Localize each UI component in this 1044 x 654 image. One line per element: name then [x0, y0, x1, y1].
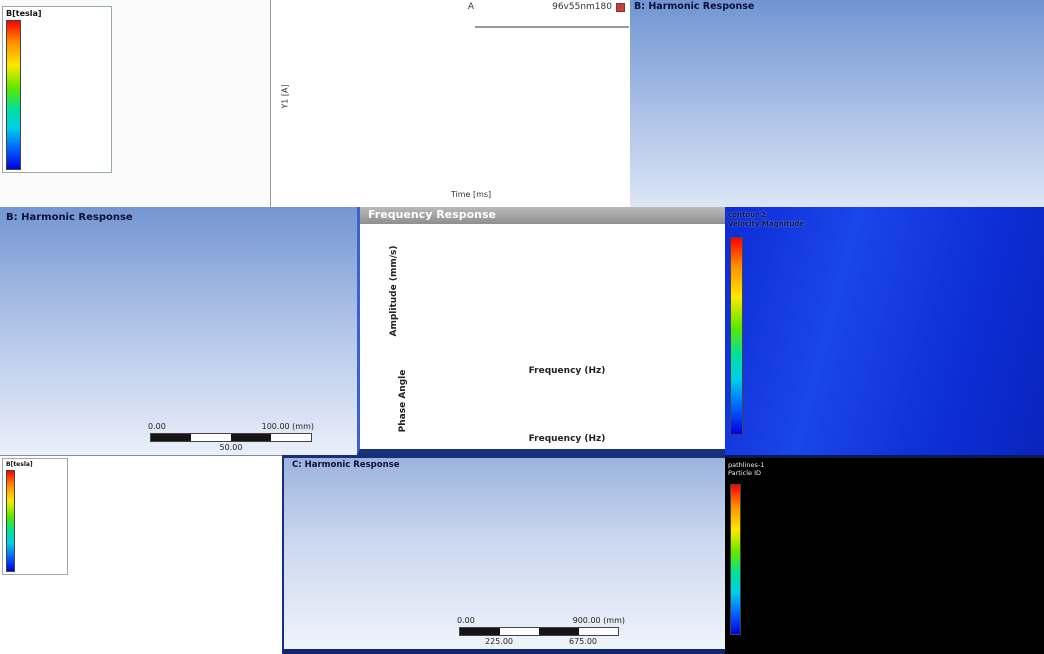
pathlines-render [725, 458, 1044, 654]
cfd-legend-variable: Velocity Magnitude [728, 220, 805, 228]
pathlines-legend-name: pathlines-1 [728, 461, 765, 469]
ruler-min: 0.00 [457, 616, 475, 625]
cfd-render [725, 207, 1044, 455]
panel-flux-segment: B[tesla] [0, 0, 270, 207]
ruler-bar [150, 433, 312, 442]
phase-axis-label: Phase Angle [398, 369, 408, 433]
pathlines-legend-variable: Particle ID [728, 469, 762, 477]
result-title: B: Harmonic Response [6, 212, 133, 223]
plot-title: A [467, 2, 475, 12]
result-info-block: C: Harmonic Response [292, 460, 400, 471]
flux-ring-legend-title: B[tesla] [6, 461, 33, 468]
ruler-max: 900.00 (mm) [572, 616, 625, 625]
wheel-render-iso [630, 0, 1044, 207]
ruler-min: 0.00 [148, 422, 166, 431]
result-title: B: Harmonic Response [634, 1, 755, 12]
flux-ring-colorbar [6, 470, 15, 572]
ruler-mid: 50.00 [219, 443, 243, 452]
ruler-max: 100.00 (mm) [261, 422, 314, 431]
panel-flux-ring: B[tesla] [0, 455, 282, 654]
flux-colorbar [6, 20, 21, 170]
panel-pathlines: pathlines-1 Particle ID [725, 455, 1044, 654]
pathlines-legend-header: pathlines-1 Particle ID [728, 461, 764, 477]
flux-legend: B[tesla] [2, 6, 112, 173]
panel-cfd-contour: contour 2 Velocity Magnitude [725, 207, 1044, 455]
wheel-render-front [0, 207, 357, 455]
scale-ruler: 0.00 900.00 (mm) 225.00 675.00 [457, 616, 625, 648]
panel-current-plot: A 96v55nm180 Y1 [A] Time [ms] [270, 0, 630, 207]
result-title: C: Harmonic Response [292, 460, 400, 470]
phase-x-label: Frequency (Hz) [528, 434, 606, 444]
cfd-legend-name: contour 2 [728, 211, 766, 219]
amplitude-axis-label: Amplitude (mm/s) [389, 245, 399, 337]
ruler-q1: 225.00 [485, 637, 513, 646]
panel-harmonic-10000hz: B: Harmonic Response [630, 0, 1044, 207]
flux-ring-legend: B[tesla] [2, 458, 68, 575]
plot-model-name: 96v55nm180 [552, 2, 612, 12]
pathlines-colorbar [730, 484, 741, 635]
y-axis-label: Y1 [A] [280, 84, 290, 109]
window-icon[interactable] [616, 3, 625, 12]
ruler-q3: 675.00 [569, 637, 597, 646]
result-info-block: B: Harmonic Response [6, 212, 133, 223]
window-title: Frequency Response [368, 208, 496, 221]
current-plot-canvas [271, 0, 630, 207]
curve-info-table [475, 26, 629, 28]
cfd-legend-header: contour 2 Velocity Magnitude [728, 211, 804, 229]
panel-acoustic-pressure: C: Harmonic Response 0.00 900.00 (mm) 22… [282, 455, 725, 654]
flux-legend-title: B[tesla] [6, 9, 42, 18]
amplitude-x-label: Frequency (Hz) [528, 366, 606, 376]
phase-plot [360, 376, 725, 434]
cfd-colorbar [730, 237, 743, 435]
amplitude-plot [360, 234, 725, 374]
result-info-block: B: Harmonic Response [634, 1, 755, 13]
ruler-bar [459, 627, 619, 636]
panel-harmonic-2000hz: B: Harmonic Response 0.00 100.00 (mm) 50… [0, 207, 357, 455]
window-titlebar[interactable]: Frequency Response [360, 207, 725, 224]
frequency-response-body: Amplitude (mm/s) Frequency (Hz) Phase An… [360, 224, 725, 449]
scale-ruler: 0.00 100.00 (mm) 50.00 [148, 422, 314, 454]
panel-frequency-response: Frequency Response Amplitude (mm/s) Freq… [357, 207, 725, 455]
x-axis-label: Time [ms] [450, 190, 492, 199]
